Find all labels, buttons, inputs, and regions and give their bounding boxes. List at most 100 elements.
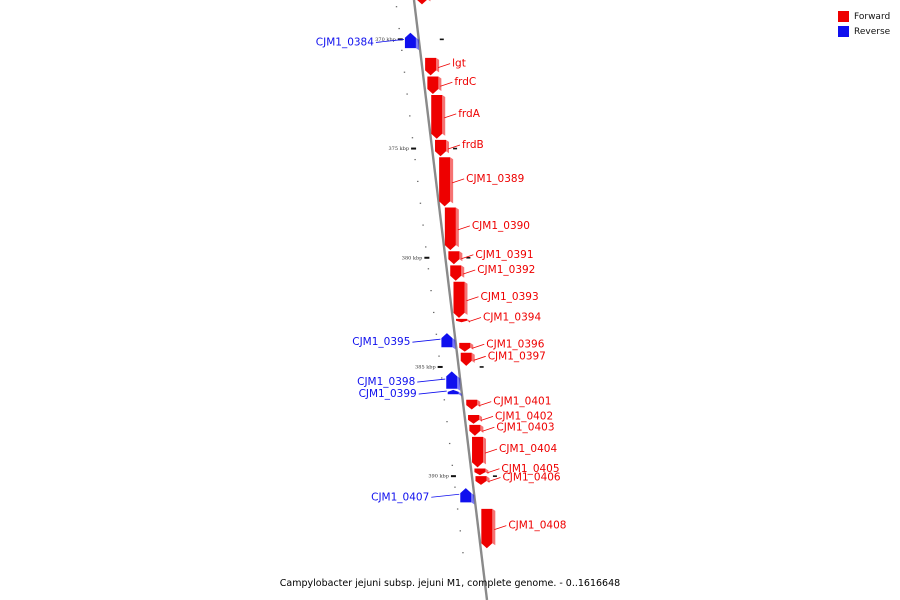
gene-label[interactable]: CJM1_0396 [486,338,544,350]
gene-shape[interactable] [459,342,471,352]
gene-shape[interactable] [425,57,437,76]
leader-line [431,493,460,498]
leader-line [488,477,501,482]
gene-label[interactable]: CJM1_0401 [493,396,551,408]
gene-shape[interactable] [448,251,460,265]
gene-label[interactable]: CJM1_0384 [316,36,374,48]
gene-cjm1_0407[interactable]: CJM1_0407 [371,488,475,505]
leader-line [452,178,465,184]
gene-lgt[interactable]: lgt [425,58,466,76]
gene-shade [461,265,465,278]
gene-aroe[interactable]: aroE [416,0,467,5]
gene-label[interactable]: CJM1_0404 [499,443,557,455]
gene-cjm1_0384[interactable]: CJM1_0384 [316,32,419,51]
gene-label[interactable]: CJM1_0402 [495,410,553,422]
gene-shape[interactable] [427,76,439,94]
gene-shape[interactable] [441,333,453,348]
gene-cjm1_0404[interactable]: CJM1_0404 [472,436,557,468]
gene-cjm1_0401[interactable]: CJM1_0401 [466,396,551,410]
gene-label[interactable]: CJM1_0391 [475,249,533,261]
gene-label[interactable]: CJM1_0397 [488,350,546,362]
gene-label[interactable]: CJM1_0392 [477,264,535,276]
gene-label[interactable]: CJM1_0390 [472,220,530,232]
gene-label[interactable]: CJM1_0399 [359,388,417,400]
gene-shape[interactable] [435,139,447,157]
gene-label[interactable]: CJM1_0408 [508,520,566,532]
gene-shade [436,57,440,73]
gene-frda[interactable]: frdA [431,95,481,139]
gene-shape[interactable] [460,352,472,366]
tick-dash [492,475,497,477]
gene-frdc[interactable]: frdC [427,76,476,94]
gene-shape[interactable] [474,468,486,476]
minor-tick [462,552,464,554]
gene-cjm1_0395[interactable]: CJM1_0395 [352,333,456,350]
gene-shape[interactable] [439,157,451,207]
minor-tick [438,355,440,357]
gene-cjm1_0399[interactable]: CJM1_0399 [359,388,462,400]
minor-tick [422,224,424,226]
gene-cjm1_0396[interactable]: CJM1_0396 [459,338,545,352]
gene-label[interactable]: frdB [462,139,484,151]
gene-shade [457,376,461,391]
minor-tick [433,311,435,314]
minor-tick [403,71,406,73]
leader-line [487,468,500,474]
gene-label[interactable]: CJM1_0389 [466,173,524,185]
minor-tick [446,421,448,423]
gene-label[interactable]: frdA [458,108,480,120]
gene-label[interactable]: CJM1_0407 [371,491,429,503]
gene-shade [455,207,459,248]
gene-shape[interactable] [456,318,468,323]
gene-shape[interactable] [404,32,416,49]
gene-label[interactable]: CJM1_0398 [357,376,415,388]
gene-shape[interactable] [481,508,493,549]
gene-cjm1_0389[interactable]: CJM1_0389 [439,157,524,207]
gene-label[interactable]: lgt [452,58,466,70]
gene-shape[interactable] [444,207,456,251]
gene-cjm1_0408[interactable]: CJM1_0408 [481,508,566,549]
gene-frdb[interactable]: frdB [435,139,484,157]
gene-shape[interactable] [469,424,481,436]
gene-label[interactable]: CJM1_0406 [502,472,560,484]
gene-shape[interactable] [472,436,484,468]
leader-line [468,317,482,322]
gene-cjm1_0397[interactable]: CJM1_0397 [460,350,546,366]
gene-features: CJM1_0381CJM1_0382aroECJM1_0384lgtfrdCfr… [316,0,566,549]
gene-shape[interactable] [450,265,462,281]
legend-reverse-label: Reverse [854,26,891,37]
gene-cjm1_0398[interactable]: CJM1_0398 [357,371,461,391]
minor-tick-marks [395,6,464,554]
gene-shape[interactable] [466,399,478,410]
gene-cjm1_0393[interactable]: CJM1_0393 [453,281,539,318]
minor-tick [448,442,451,445]
gene-shape[interactable] [446,371,458,389]
gene-cjm1_0405[interactable]: CJM1_0405 [474,463,560,476]
gene-cjm1_0394[interactable]: CJM1_0394 [456,312,541,324]
gene-shape[interactable] [460,488,472,503]
leader-line [417,378,446,383]
gene-cjm1_0403[interactable]: CJM1_0403 [469,421,555,436]
gene-shape[interactable] [447,389,459,395]
gene-shape[interactable] [416,0,427,5]
gene-shape[interactable] [431,95,443,139]
gene-cjm1_0392[interactable]: CJM1_0392 [450,264,535,281]
gene-label[interactable]: CJM1_0403 [496,421,554,433]
gene-label[interactable]: frdC [454,76,476,88]
major-ticks: 370 kbp 375 kbp 380 kbp 385 kbp 390 kbp [375,37,497,480]
forward-swatch [838,11,849,22]
gene-label[interactable]: CJM1_0394 [483,312,541,324]
gene-shape[interactable] [453,281,465,318]
gene-shape[interactable] [468,415,480,424]
gene-cjm1_0402[interactable]: CJM1_0402 [468,410,553,424]
gene-label[interactable]: CJM1_0405 [501,463,559,475]
leader-line [463,269,476,275]
gene-shape[interactable] [475,476,487,485]
gene-label[interactable]: CJM1_0395 [352,336,410,348]
gene-label[interactable]: CJM1_0393 [480,291,538,303]
gene-cjm1_0390[interactable]: CJM1_0390 [444,207,530,251]
gene-shade [480,424,484,433]
minor-tick [456,508,459,510]
gene-cjm1_0406[interactable]: CJM1_0406 [475,472,561,485]
gene-cjm1_0391[interactable]: CJM1_0391 [448,249,534,265]
